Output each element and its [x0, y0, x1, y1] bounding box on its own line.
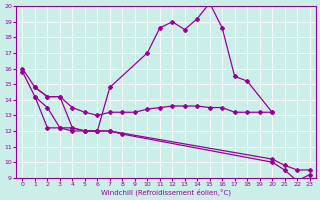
X-axis label: Windchill (Refroidissement éolien,°C): Windchill (Refroidissement éolien,°C)	[101, 188, 231, 196]
